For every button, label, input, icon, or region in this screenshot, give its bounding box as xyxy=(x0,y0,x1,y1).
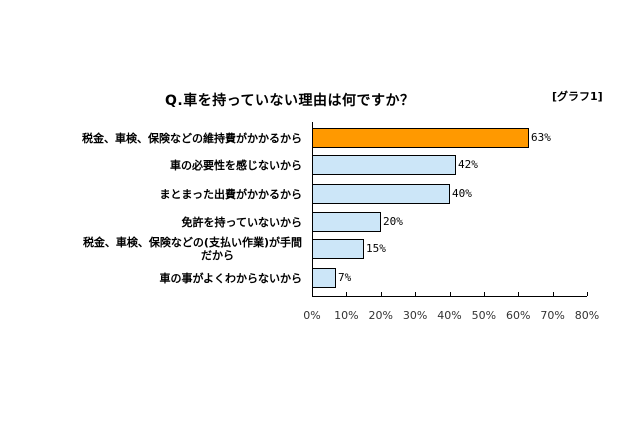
bar xyxy=(312,239,364,259)
x-tick xyxy=(346,292,347,296)
category-label: 車の事がよくわからないから xyxy=(159,272,302,285)
x-tick xyxy=(415,292,416,296)
graph-tag: [グラフ1] xyxy=(552,90,603,103)
x-tick xyxy=(484,292,485,296)
category-label: 税金、車検、保険などの(支払い作業)が手間 だから xyxy=(82,236,302,262)
x-axis xyxy=(312,296,587,297)
chart-title: Q.車を持っていない理由は何ですか？ xyxy=(165,93,415,109)
value-label: 63% xyxy=(531,131,551,144)
value-label: 7% xyxy=(338,271,352,284)
x-tick-label: 40% xyxy=(437,309,462,322)
value-label: 40% xyxy=(452,187,472,200)
category-label: 車の必要性を感じないから xyxy=(170,159,302,172)
x-tick-label: 70% xyxy=(540,309,565,322)
x-tick-label: 50% xyxy=(471,309,497,322)
plot-area: 63% 42% 40% 20% 15% 7% xyxy=(312,122,588,297)
x-tick-label: 30% xyxy=(402,309,428,322)
x-tick-label: 60% xyxy=(506,309,531,322)
value-label: 15% xyxy=(366,242,386,255)
x-tick-label: 0% xyxy=(303,309,321,322)
x-tick-label: 20% xyxy=(368,309,393,322)
bar xyxy=(312,128,529,148)
x-tick xyxy=(381,292,382,296)
category-label: 免許を持っていないから xyxy=(181,216,302,229)
x-tick xyxy=(518,292,519,296)
bar xyxy=(312,155,456,175)
y-axis xyxy=(312,122,313,297)
x-tick-label: 80% xyxy=(574,309,600,322)
x-tick xyxy=(587,292,588,296)
value-label: 20% xyxy=(383,215,403,228)
category-label: まとまった出費がかかるから xyxy=(159,188,302,201)
bar xyxy=(312,268,336,288)
category-label: 税金、車検、保険などの維持費がかかるから xyxy=(82,132,302,145)
x-tick xyxy=(450,292,451,296)
x-tick xyxy=(553,292,554,296)
x-tick-label: 10% xyxy=(334,309,359,322)
value-label: 42% xyxy=(458,158,478,171)
bar xyxy=(312,184,450,204)
bar xyxy=(312,212,381,232)
